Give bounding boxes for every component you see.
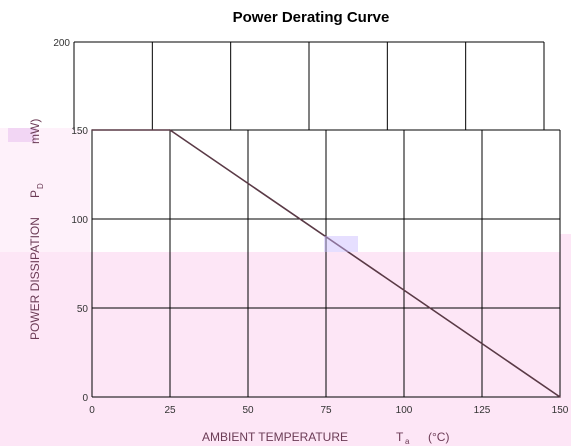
artifact (324, 236, 358, 252)
x-tick-label: 125 (474, 405, 491, 416)
y-axis-label: POWER DISSIPATION (28, 217, 42, 340)
x-tick-label: 25 (164, 405, 176, 416)
y-tick-label: 150 (71, 126, 88, 137)
x-tick-label: 75 (320, 405, 332, 416)
x-tick-label: 0 (89, 405, 95, 416)
data-point (91, 129, 93, 131)
shade-region (0, 252, 571, 446)
x-axis-label: AMBIENT TEMPERATURE (202, 430, 348, 444)
chart-title: Power Derating Curve (233, 9, 390, 26)
y-tick-label: 200 (53, 38, 70, 49)
y-tick-labels: 0 50 100 150 200 (53, 38, 88, 404)
y-axis-unit: mW) (28, 119, 42, 144)
series-group (91, 129, 561, 398)
x-tick-label: 50 (242, 405, 254, 416)
artifact (8, 128, 36, 142)
lower-grid (91, 129, 561, 398)
data-point (169, 129, 171, 131)
y-tick-label: 0 (82, 393, 88, 404)
shade-region (0, 128, 90, 252)
y-tick-label: 50 (77, 304, 89, 315)
y-axis-symbol: P (28, 190, 42, 198)
data-point (559, 396, 561, 398)
x-axis-symbol: T (396, 430, 404, 444)
x-axis-subscript: a (405, 437, 410, 446)
y-tick-label: 100 (71, 215, 88, 226)
upper-grid (73, 41, 545, 130)
x-tick-label: 100 (396, 405, 413, 416)
x-tick-labels: 0 25 50 75 100 125 150 (89, 405, 569, 416)
x-tick-label: 150 (552, 405, 569, 416)
y-axis-subscript: D (36, 183, 45, 189)
x-axis-unit: (°C) (428, 430, 449, 444)
